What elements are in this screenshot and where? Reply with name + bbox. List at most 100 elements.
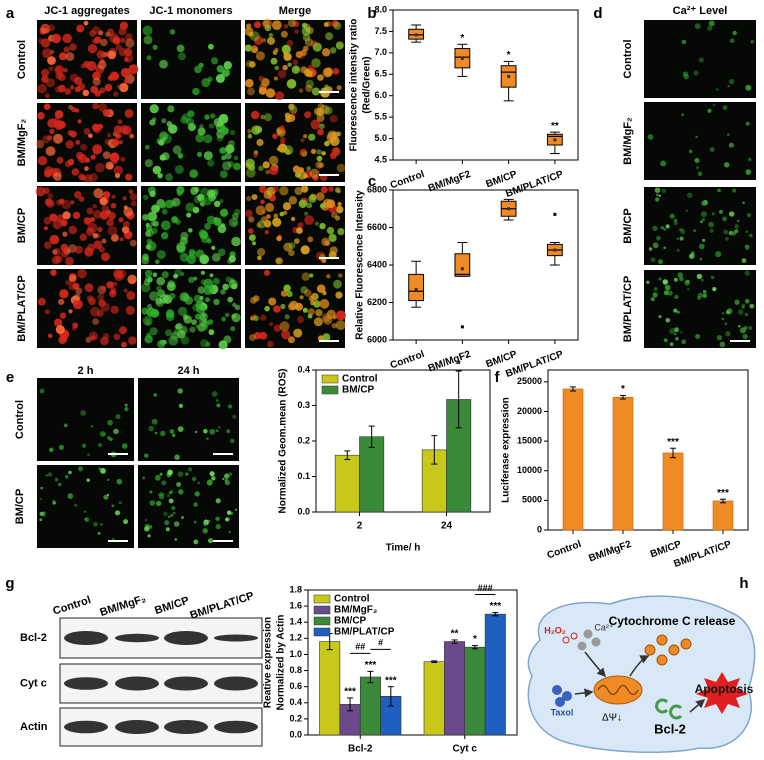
cell (47, 193, 54, 199)
cell (218, 340, 228, 350)
cell (68, 281, 77, 291)
cell (188, 249, 196, 256)
micrograph-bg (644, 102, 756, 180)
cell (267, 36, 275, 45)
cell (98, 30, 104, 36)
cell (107, 478, 110, 482)
cell (658, 259, 663, 265)
mean-marker (507, 74, 511, 78)
cell (195, 324, 200, 329)
y-tick-label: 0 (537, 524, 542, 534)
row-label: Cyt c (20, 677, 47, 689)
cell (669, 213, 675, 219)
cell (325, 21, 332, 27)
cell (276, 146, 281, 152)
comparison-label: ## (355, 642, 365, 652)
cell (261, 38, 267, 43)
cell (74, 191, 82, 199)
cell (144, 269, 153, 278)
cell (252, 241, 256, 246)
bar (484, 613, 506, 736)
mean-marker (507, 207, 511, 211)
cell (84, 217, 92, 226)
cell (47, 56, 56, 65)
y-tick-label: 20000 (517, 406, 542, 416)
cell (260, 314, 267, 321)
cell (260, 199, 265, 205)
cell (182, 314, 189, 320)
cell (736, 219, 740, 223)
cell (191, 476, 197, 482)
cell (213, 118, 223, 127)
cell (64, 88, 71, 95)
cell (719, 341, 726, 348)
micrograph (644, 187, 756, 265)
cell (95, 162, 105, 173)
cell (88, 331, 99, 341)
cell (291, 65, 301, 74)
cell (44, 198, 53, 206)
cell (106, 133, 111, 138)
cell (114, 271, 124, 282)
cell (168, 124, 178, 134)
apoptosis-burst (696, 672, 748, 714)
significance: *** (344, 687, 356, 698)
cell (745, 169, 752, 175)
cell (219, 170, 228, 179)
cell (142, 476, 146, 480)
cell (207, 319, 214, 325)
cell (228, 140, 235, 147)
cell (49, 234, 60, 245)
cell (247, 129, 252, 134)
cell (676, 248, 680, 252)
cell (37, 112, 45, 120)
cell (708, 221, 714, 228)
cell (725, 331, 731, 337)
cell (65, 52, 75, 61)
cell (292, 165, 301, 173)
cell (104, 83, 113, 92)
y-axis-label: Normalized by Actin (276, 615, 287, 711)
cell (194, 491, 200, 497)
cell (150, 308, 160, 318)
cell (144, 518, 148, 522)
cell (103, 494, 109, 500)
diagram-text: H₂O₂ (544, 625, 566, 635)
cell (271, 20, 282, 30)
y-tick-label: 0.2 (289, 713, 302, 723)
cell (725, 310, 730, 315)
cell (702, 289, 707, 294)
cell (262, 18, 272, 29)
y-tick-label: 0.4 (297, 364, 310, 374)
cell (725, 236, 729, 241)
cell (99, 210, 109, 220)
cell (88, 133, 93, 139)
cell (172, 511, 176, 515)
cell (255, 51, 265, 61)
cell (324, 240, 331, 246)
cell (229, 129, 236, 136)
cell (319, 222, 326, 230)
cell (205, 341, 211, 347)
cell (226, 510, 232, 515)
cell (744, 270, 750, 276)
cell (58, 52, 67, 61)
y-axis-label: Reative expression (263, 617, 274, 708)
cell (307, 236, 314, 243)
cell (151, 204, 160, 214)
significance: * (460, 33, 464, 44)
significance: ** (451, 629, 459, 640)
cell (292, 110, 297, 115)
cell (68, 225, 78, 235)
cell (174, 329, 180, 335)
cell (167, 494, 170, 497)
cell (93, 188, 104, 199)
cell (115, 414, 121, 420)
mean-marker (414, 33, 418, 37)
box (408, 273, 425, 302)
plot-frame (307, 589, 518, 736)
cell (335, 205, 344, 214)
cell (86, 478, 90, 482)
cell (283, 51, 288, 56)
cell (276, 235, 282, 242)
